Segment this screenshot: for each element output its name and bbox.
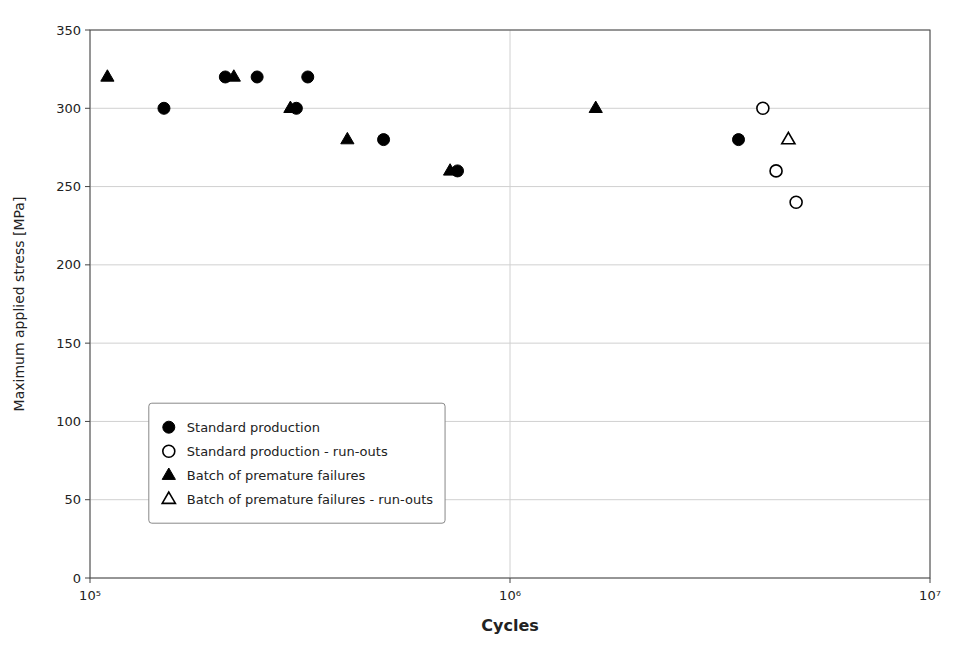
data-point (158, 102, 170, 114)
series-2 (101, 70, 603, 175)
series-1 (757, 102, 802, 208)
y-tick-label: 50 (64, 492, 81, 507)
y-tick-label: 0 (73, 571, 81, 586)
y-tick (85, 30, 90, 31)
data-point (782, 132, 795, 143)
legend-marker (163, 445, 175, 457)
x-tick (510, 578, 511, 583)
plot-frame (90, 30, 930, 578)
x-grid-line (510, 30, 511, 578)
grid (90, 30, 930, 578)
legend-marker (163, 421, 175, 433)
y-tick-label: 150 (56, 336, 81, 351)
legend-marker (162, 468, 175, 479)
legend-label: Batch of premature failures - run-outs (187, 492, 433, 507)
legend-marker (162, 492, 175, 503)
y-axis-label: Maximum applied stress [MPa] (11, 197, 27, 412)
data-point (227, 70, 240, 81)
y-tick-label: 300 (56, 101, 81, 116)
y-tick (85, 578, 90, 579)
y-grid-line (90, 264, 930, 265)
data-point (733, 134, 745, 146)
legend-box (149, 403, 445, 523)
data-point (341, 132, 354, 143)
data-points (101, 70, 802, 208)
data-point (790, 196, 802, 208)
y-tick (85, 343, 90, 344)
data-point (757, 102, 769, 114)
y-tick-label: 100 (56, 414, 81, 429)
data-point (251, 71, 263, 83)
x-tick-label: 10⁵ (79, 588, 101, 603)
y-tick (85, 499, 90, 500)
y-tick (85, 108, 90, 109)
legend-label: Standard production - run-outs (187, 444, 388, 459)
y-tick (85, 264, 90, 265)
x-axis-label: Cycles (481, 616, 539, 635)
chart-svg: 10⁵ 10⁶ 10⁷ 0 50 100 150 200 250 300 350 Cycles Maxi… (0, 0, 960, 653)
data-point (589, 101, 602, 112)
data-point (284, 101, 297, 112)
chart-container: 10⁵ 10⁶ 10⁷ 0 50 100 150 200 250 300 350 Cycles Maxi… (0, 0, 960, 653)
x-tick (930, 578, 931, 583)
data-point (101, 70, 114, 81)
legend: Standard production Standard production -… (149, 403, 445, 523)
y-tick (85, 186, 90, 187)
x-tick-label: 10⁶ (499, 588, 521, 603)
y-tick-label: 200 (56, 257, 81, 272)
y-grid-line (90, 186, 930, 187)
x-tick-label: 10⁷ (919, 588, 941, 603)
data-point (443, 164, 456, 175)
series-0 (158, 71, 745, 177)
series-3 (782, 132, 795, 143)
y-grid-line (90, 108, 930, 109)
legend-label: Batch of premature failures (187, 468, 366, 483)
y-tick (85, 421, 90, 422)
data-point (302, 71, 314, 83)
data-point (770, 165, 782, 177)
y-tick-label: 250 (56, 179, 81, 194)
legend-label: Standard production (187, 420, 320, 435)
plot-background (90, 30, 930, 578)
data-point (378, 134, 390, 146)
axes: 10⁵ 10⁶ 10⁷ 0 50 100 150 200 250 300 350 (56, 23, 941, 604)
x-tick (90, 578, 91, 583)
y-grid-line (90, 343, 930, 344)
y-tick-label: 350 (56, 23, 81, 38)
